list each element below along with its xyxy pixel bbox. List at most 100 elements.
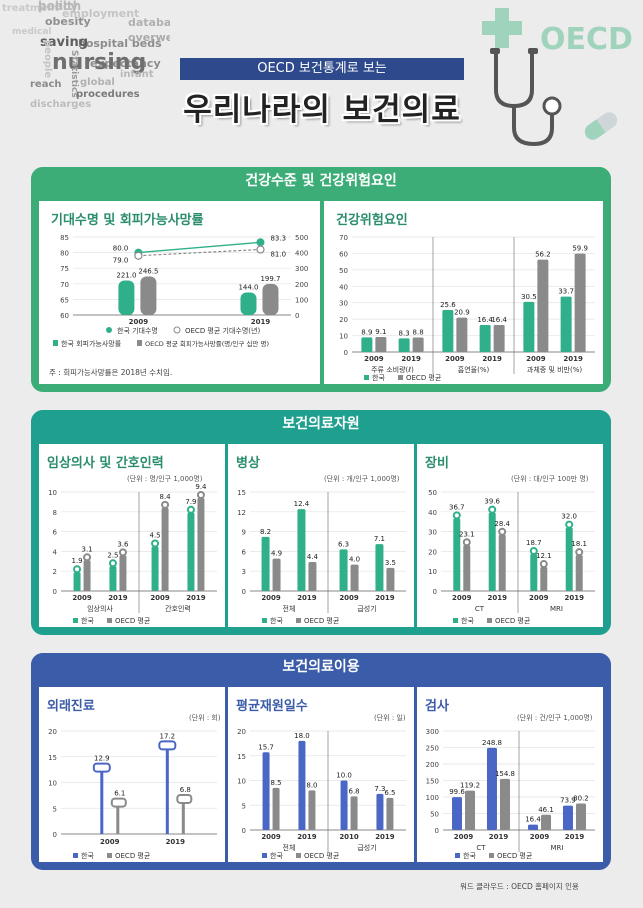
y-tick-label: 40 xyxy=(428,509,437,517)
legend-swatch-oecd xyxy=(107,618,112,623)
y-tick-label: 0 xyxy=(435,827,439,835)
footnote: 주 : 회피가능사망률은 2018년 수치임. xyxy=(49,368,173,377)
section-health-title: 건강수준 및 건강위험요인 xyxy=(31,167,611,195)
legend-marker-oecd-life xyxy=(173,326,181,334)
data-label-oecd: 18.1 xyxy=(571,540,587,548)
data-label-oecd: 8.4 xyxy=(159,493,171,501)
y-tick-label: 8 xyxy=(53,509,57,517)
data-label-korea: 248.8 xyxy=(482,739,502,747)
x-tick-label: 2019 xyxy=(482,355,502,363)
bar-korea xyxy=(376,793,384,830)
y-tick-label: 65 xyxy=(60,296,69,304)
word-cloud-word: saving xyxy=(40,35,89,50)
data-label-oecd-life: 81.0 xyxy=(270,250,286,258)
equip-unit: (단위 : 대/인구 100만 명) xyxy=(511,475,589,483)
y-tick-label: 100 xyxy=(426,794,439,802)
bar-korea xyxy=(262,752,270,830)
bar-oecd xyxy=(541,814,552,830)
bar-korea xyxy=(109,566,117,591)
bar-korea xyxy=(565,527,573,591)
data-label-oecd: 6.5 xyxy=(384,789,395,797)
x-tick-label: 2009 xyxy=(100,838,120,846)
panel-visits: 외래진료 (단위 : 회) 0 5 10 15 20 12.9 6.1 2009 17.2 6.8… xyxy=(39,687,225,862)
legend-label-korea: 한국 xyxy=(463,852,476,860)
legend-swatch-korea xyxy=(453,618,458,623)
x-tick-label: 2019 xyxy=(108,594,128,602)
x-tick-label: 2009 xyxy=(364,355,384,363)
y-tick-label: 3 xyxy=(242,568,246,576)
legend-label-oecd: OECD 평균 xyxy=(115,851,151,860)
word-cloud-word: database xyxy=(128,16,170,29)
equip-chart-title: 장비 xyxy=(425,456,449,471)
y-tick-label: 50 xyxy=(428,489,437,497)
section-resources: 보건의료자원 임상의사 및 간호인력 (단위 : 명/인구 1,000명) 0 2… xyxy=(31,410,611,635)
y-tick-label: 0 xyxy=(344,349,348,357)
data-label-korea: 12.4 xyxy=(294,500,310,508)
y-tick-label: 0 xyxy=(433,588,437,596)
y-tick-label: 10 xyxy=(237,778,246,786)
y-tick-label: 10 xyxy=(339,333,348,341)
data-label-korea: 1.9 xyxy=(71,557,82,565)
legend-label: 한국 회피가능사망률 xyxy=(61,339,122,348)
bar-cap-oecd xyxy=(83,553,92,562)
group-label: 급성기 xyxy=(357,843,376,852)
y-tick-label: 10 xyxy=(428,568,437,576)
y-tick-label: 20 xyxy=(339,316,348,324)
header-subtitle: OECD 보건통계로 보는 xyxy=(180,58,464,80)
y-tick-label: 5 xyxy=(242,802,246,810)
bar-cap-korea xyxy=(452,511,461,520)
section-utilization-title: 보건의료이용 xyxy=(31,653,611,681)
data-label-korea-avoidable: 144.0 xyxy=(238,284,258,292)
group-label: 전체 xyxy=(283,604,296,613)
data-label-korea: 8.9 xyxy=(361,328,372,336)
legend-swatch-korea xyxy=(73,853,78,858)
legend-label-korea: 한국 xyxy=(81,617,94,625)
life-chart: 60 65 70 75 80 85 0 100 200 300 400 500 221.0 246.5 20… xyxy=(53,234,308,348)
legend-swatch-korea xyxy=(455,853,460,858)
legend-label-korea: 한국 xyxy=(372,374,385,382)
x-tick-label: 2019 xyxy=(297,833,317,841)
x-tick-label: 2009 xyxy=(72,594,92,602)
panel-exam: 검사 (단위 : 건/인구 1,000명) 0 50 100 150 200 250 300… xyxy=(417,687,603,862)
data-label-oecd: 23.1 xyxy=(459,530,475,538)
doctors-unit: (단위 : 명/인구 1,000명) xyxy=(127,475,203,483)
group-label: CT xyxy=(476,844,486,852)
y-tick-label: 60 xyxy=(339,250,348,258)
y-tick-label: 10 xyxy=(48,489,57,497)
y-tick-label: 0 xyxy=(242,588,246,596)
x-tick-label: 2009 xyxy=(129,318,149,326)
data-label-korea: 7.1 xyxy=(374,535,385,543)
group-label: 주류 소비량(ℓ) xyxy=(371,365,414,374)
bar-oecd xyxy=(575,555,583,591)
bar-cap-oecd xyxy=(196,490,205,499)
group-label: 흡연율(%) xyxy=(458,365,490,374)
word-cloud-word: overweight xyxy=(128,31,170,44)
data-label-oecd: 6.8 xyxy=(348,787,359,795)
legend-label-korea: 한국 xyxy=(270,852,283,860)
legend-swatch-korea xyxy=(364,375,369,380)
data-label-korea: 73.9 xyxy=(560,797,576,805)
credit: 워드 클라우드 : OECD 홈페이지 인용 xyxy=(460,882,579,891)
data-label-oecd: 4.9 xyxy=(271,550,282,558)
bar-cap-oecd xyxy=(176,793,193,804)
bar-korea xyxy=(261,536,270,591)
legend-label-korea: 한국 xyxy=(461,617,474,625)
x-tick-label: 2019 xyxy=(565,833,585,841)
bar-cap-korea xyxy=(151,539,160,548)
data-label-oecd: 8.8 xyxy=(413,329,424,337)
word-cloud-word: obesity xyxy=(45,15,91,28)
group-label: MRI xyxy=(550,605,563,613)
bar-korea xyxy=(488,512,496,591)
x-tick-label: 2019 xyxy=(564,594,584,602)
y2-tick-label: 300 xyxy=(295,265,308,273)
legend-label-oecd: OECD 평균 xyxy=(304,851,340,860)
y-tick-label: 20 xyxy=(237,728,246,736)
data-label-korea: 39.6 xyxy=(484,498,500,506)
legend-label-oecd: OECD 평균 xyxy=(115,616,151,625)
bar-korea xyxy=(479,325,491,352)
data-label-oecd: 4.4 xyxy=(307,553,319,561)
data-label-oecd: 9.4 xyxy=(195,484,207,491)
y-tick-label: 20 xyxy=(428,548,437,556)
